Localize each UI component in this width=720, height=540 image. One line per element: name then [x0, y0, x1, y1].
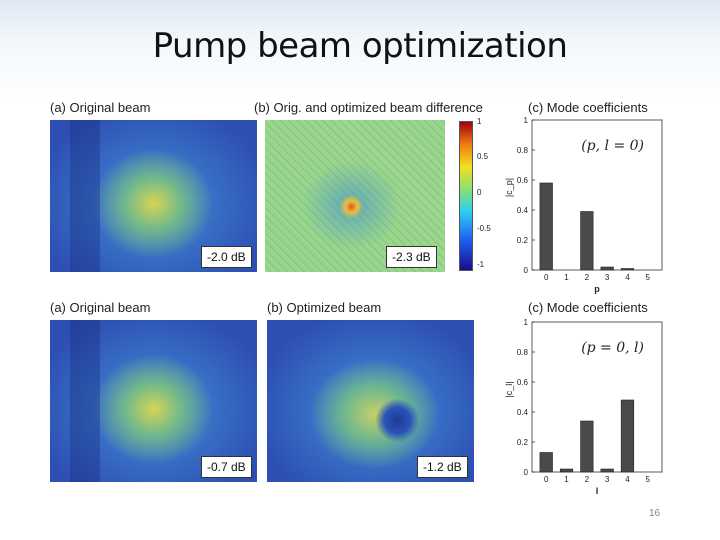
x-axis-label: l [596, 486, 599, 496]
mode-coefficients-chart-p: 0 0.2 0.4 0.6 0.8 1 0 1 2 3 4 5 p |c_p| (p, l = 0) [504, 116, 663, 294]
y-axis-label: |c_l| [504, 381, 514, 397]
y-tick-label: 0.8 [517, 348, 529, 357]
bar [559, 468, 574, 473]
chart-svg: 0 0.2 0.4 0.6 0.8 1 0 1 2 3 4 5 l |c_l| (p = 0, l) [504, 318, 663, 496]
y-tick-label: 0.4 [517, 206, 529, 215]
colorbar-tick: -1 [477, 260, 485, 269]
panel-b-label-top: (b) Orig. and optimized beam difference [254, 100, 483, 115]
chart-annotation: (p = 0, l) [581, 340, 644, 356]
x-tick-label: 0 [544, 475, 549, 484]
panel-b-label-bottom: (b) Optimized beam [267, 300, 382, 315]
panel-c-label-bottom: (c) Mode coefficients [528, 300, 648, 315]
x-tick-label: 5 [646, 273, 651, 282]
y-tick-label: 1 [524, 318, 529, 327]
original-beam-image-top [50, 120, 257, 272]
original-beam-image-bottom [50, 320, 257, 482]
y-axis-label: |c_p| [504, 178, 514, 197]
x-tick-label: 2 [585, 273, 590, 282]
panel-a-label-bottom: (a) Original beam [50, 300, 151, 315]
y-tick-label: 0 [524, 468, 529, 477]
panel-c-label-top: (c) Mode coefficients [528, 100, 648, 115]
x-tick-label: 0 [544, 273, 549, 282]
x-tick-label: 1 [564, 273, 569, 282]
db-value-a-bottom: -0.7 dB [201, 456, 252, 478]
bar [539, 452, 553, 473]
slide-number: 16 [649, 508, 661, 519]
y-tick-label: 0.6 [517, 378, 529, 387]
colorbar-tick: 0.5 [477, 152, 489, 161]
bar [580, 420, 594, 473]
colorbar-tick: -0.5 [477, 224, 491, 233]
bar [580, 211, 594, 271]
x-tick-label: 4 [625, 475, 630, 484]
bar [600, 266, 614, 271]
bar [620, 268, 635, 271]
chart-annotation: (p, l = 0) [581, 138, 644, 154]
y-tick-label: 0.2 [517, 236, 529, 245]
y-tick-label: 0 [524, 266, 529, 275]
x-tick-label: 3 [605, 273, 610, 282]
slide-title: Pump beam optimization [152, 26, 568, 66]
x-tick-label: 1 [564, 475, 569, 484]
colorbar-tick: 1 [477, 117, 482, 126]
x-tick-label: 4 [625, 273, 630, 282]
db-value-b-bottom: -1.2 dB [417, 456, 468, 478]
plot-frame [531, 321, 663, 473]
optimized-beam-image [267, 320, 474, 482]
colorbar [459, 121, 473, 271]
x-tick-label: 2 [585, 475, 590, 484]
bar [539, 182, 553, 271]
plot-frame [531, 119, 663, 271]
y-tick-label: 0.6 [517, 176, 529, 185]
x-tick-label: 5 [646, 475, 651, 484]
colorbar-tick: 0 [477, 188, 482, 197]
y-tick-label: 0.8 [517, 146, 529, 155]
x-tick-label: 3 [605, 475, 610, 484]
panel-a-label-top: (a) Original beam [50, 100, 151, 115]
y-tick-label: 1 [524, 116, 529, 125]
mode-coefficients-chart-l: 0 0.2 0.4 0.6 0.8 1 0 1 2 3 4 5 l |c_l| (p = 0, l) [504, 318, 663, 496]
db-value-a-top: -2.0 dB [201, 246, 252, 268]
y-tick-label: 0.4 [517, 408, 529, 417]
chart-svg: 0 0.2 0.4 0.6 0.8 1 0 1 2 3 4 5 p |c_p| (p, l = 0) [504, 116, 663, 294]
x-axis-label: p [594, 284, 600, 294]
bar [620, 399, 635, 473]
bar [600, 468, 614, 473]
db-value-b-top: -2.3 dB [386, 246, 437, 268]
y-tick-label: 0.2 [517, 438, 529, 447]
